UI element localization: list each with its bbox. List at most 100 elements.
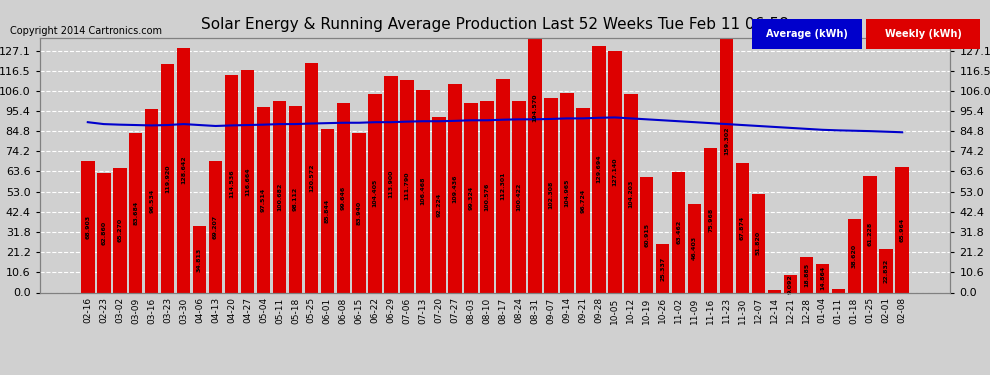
Bar [384,76,398,292]
Text: 68.903: 68.903 [85,215,90,239]
Text: 106.468: 106.468 [421,177,426,206]
Bar [720,0,734,292]
Text: 109.436: 109.436 [452,174,457,202]
Bar [368,94,382,292]
Text: 14.864: 14.864 [820,266,825,291]
Text: 113.900: 113.900 [389,170,394,198]
Bar [704,148,718,292]
FancyBboxPatch shape [866,19,980,49]
Text: 25.337: 25.337 [660,256,665,280]
Text: Average (kWh): Average (kWh) [766,29,848,39]
Bar [592,46,606,292]
Bar [816,264,830,292]
Text: 102.308: 102.308 [548,181,553,209]
Bar [448,84,462,292]
Text: 114.536: 114.536 [229,169,234,198]
Text: 127.140: 127.140 [612,157,618,186]
Bar [879,249,893,292]
Bar [624,94,638,292]
Bar [528,0,542,292]
Bar [640,177,653,292]
Text: 60.915: 60.915 [644,222,649,247]
Bar [512,101,526,292]
Bar [751,194,765,292]
Bar [113,168,127,292]
Text: 85.844: 85.844 [325,199,330,223]
Bar [672,172,685,292]
Bar [736,164,749,292]
Text: 120.572: 120.572 [309,164,314,192]
Text: 75.968: 75.968 [708,208,713,232]
Bar [576,108,590,292]
Bar [496,79,510,292]
Bar [352,133,366,292]
Text: 119.920: 119.920 [165,164,170,193]
Bar [272,101,286,292]
Bar [544,98,557,292]
Bar [256,107,270,292]
Text: 83.940: 83.940 [356,201,361,225]
Text: 96.724: 96.724 [580,188,585,213]
Text: 61.228: 61.228 [868,222,873,246]
Text: 9.092: 9.092 [788,274,793,294]
Text: 22.832: 22.832 [884,259,889,283]
Text: 104.405: 104.405 [372,179,378,207]
Text: 83.684: 83.684 [134,201,139,225]
Bar [209,161,223,292]
Text: 97.514: 97.514 [261,188,266,212]
Text: 159.302: 159.302 [724,127,729,155]
Bar [193,226,206,292]
Text: 92.224: 92.224 [437,193,442,217]
Bar [895,167,909,292]
Text: 104.965: 104.965 [564,178,569,207]
Bar [560,93,573,292]
Text: 38.620: 38.620 [851,244,856,268]
Bar [417,90,430,292]
Text: Copyright 2014 Cartronics.com: Copyright 2014 Cartronics.com [10,26,162,36]
Bar [464,104,478,292]
Text: 100.682: 100.682 [277,183,282,211]
Bar [433,117,446,292]
FancyBboxPatch shape [752,19,861,49]
Text: 96.534: 96.534 [149,189,154,213]
Bar [177,48,190,292]
Bar [784,275,797,292]
Bar [129,133,143,292]
Bar [608,51,622,292]
Text: 100.422: 100.422 [517,183,522,211]
Bar [480,101,494,292]
Bar [321,129,334,292]
Bar [145,109,158,292]
Bar [656,244,669,292]
Bar [305,63,318,292]
Text: Weekly (kWh): Weekly (kWh) [885,29,961,39]
Text: 111.790: 111.790 [405,172,410,200]
Text: 65.964: 65.964 [900,217,905,242]
Bar [800,256,813,292]
Bar [832,289,845,292]
Bar [225,75,239,292]
Bar [81,161,95,292]
Text: 194.570: 194.570 [533,93,538,122]
Text: 34.813: 34.813 [197,247,202,272]
Text: 128.642: 128.642 [181,156,186,184]
Bar [863,176,877,292]
Text: 129.694: 129.694 [596,155,601,183]
Text: 65.270: 65.270 [117,218,122,243]
Text: 112.301: 112.301 [501,171,506,200]
Text: 104.203: 104.203 [629,179,634,207]
Bar [688,204,701,292]
Text: 98.112: 98.112 [293,187,298,211]
Text: 116.664: 116.664 [245,167,250,196]
Text: 63.462: 63.462 [676,220,681,244]
Text: 18.885: 18.885 [804,262,809,286]
Bar [767,291,781,292]
Bar [337,103,350,292]
Bar [160,64,174,292]
Text: 62.860: 62.860 [101,220,106,245]
Text: 69.207: 69.207 [213,214,218,239]
Text: 46.403: 46.403 [692,236,697,260]
Text: 51.820: 51.820 [756,231,761,255]
Text: 67.874: 67.874 [740,216,745,240]
Bar [97,173,111,292]
